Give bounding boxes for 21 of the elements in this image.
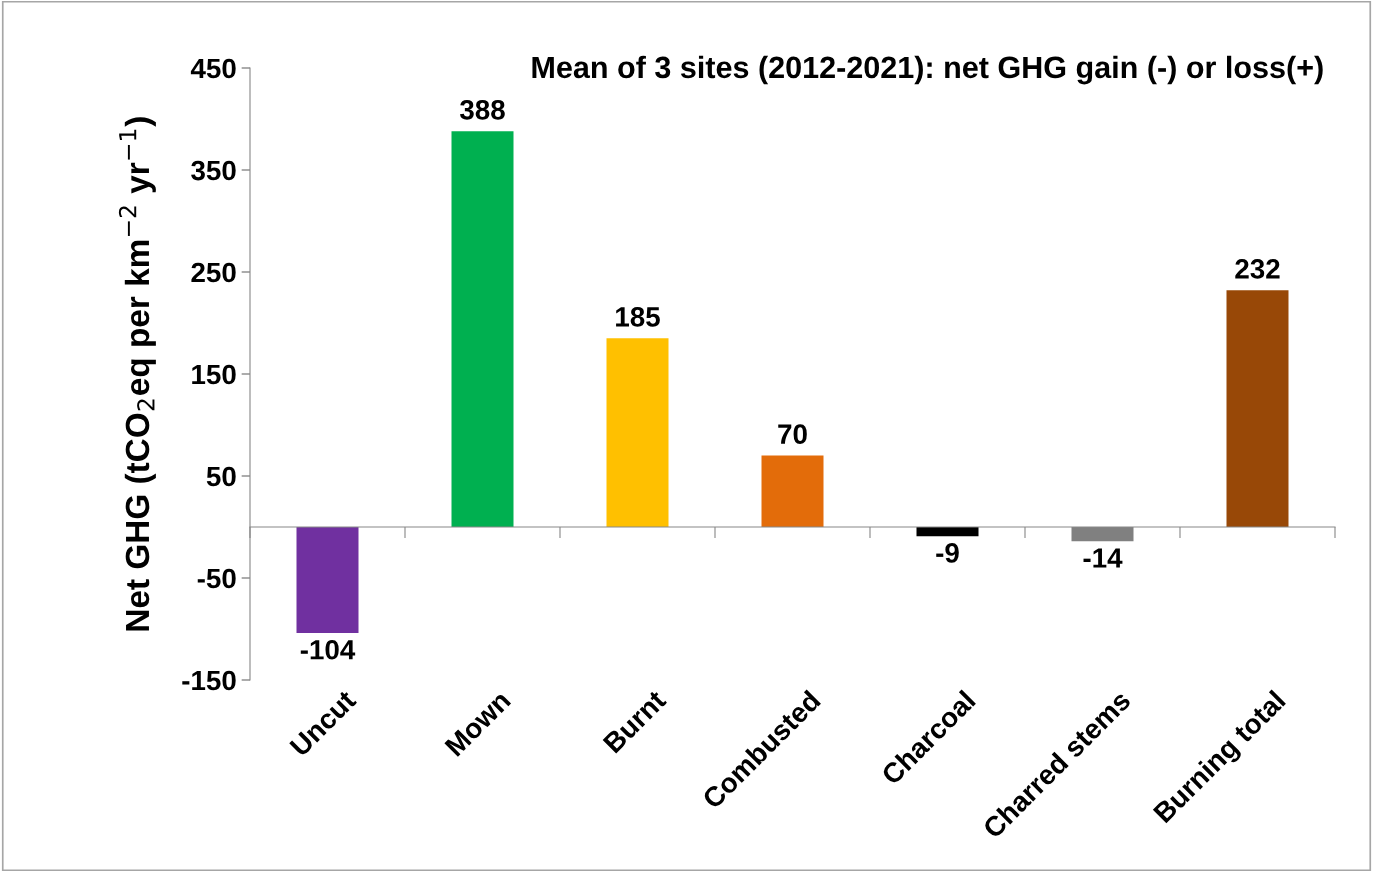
y-tick-label: 50 — [206, 466, 236, 487]
y-tick-label: 450 — [190, 58, 236, 79]
data-label: -104 — [300, 639, 356, 660]
data-label: 232 — [1235, 259, 1280, 279]
y-tick-label: 150 — [192, 364, 236, 385]
y-tick-label: -50 — [197, 568, 236, 589]
data-label: 70 — [778, 424, 807, 444]
bar — [451, 131, 514, 527]
bar — [761, 455, 824, 527]
y-tick-label: 350 — [191, 160, 236, 181]
data-label: -9 — [936, 543, 959, 563]
bar — [606, 338, 669, 527]
bar — [296, 527, 359, 634]
y-tick-label: -150 — [182, 670, 236, 691]
data-label: -14 — [1083, 548, 1123, 568]
y-tick-label: 250 — [191, 262, 236, 283]
bar — [1226, 290, 1289, 527]
chart-title: Mean of 3 sites (2012-2021): net GHG gain (-) or loss(+) — [532, 55, 1323, 85]
data-label: 388 — [459, 99, 505, 120]
y-axis-title: Net GHG (tCO$_{2}$eq per km$^{−2}$ yr$^{−1}$) — [118, 117, 156, 631]
data-label: 185 — [616, 307, 660, 327]
